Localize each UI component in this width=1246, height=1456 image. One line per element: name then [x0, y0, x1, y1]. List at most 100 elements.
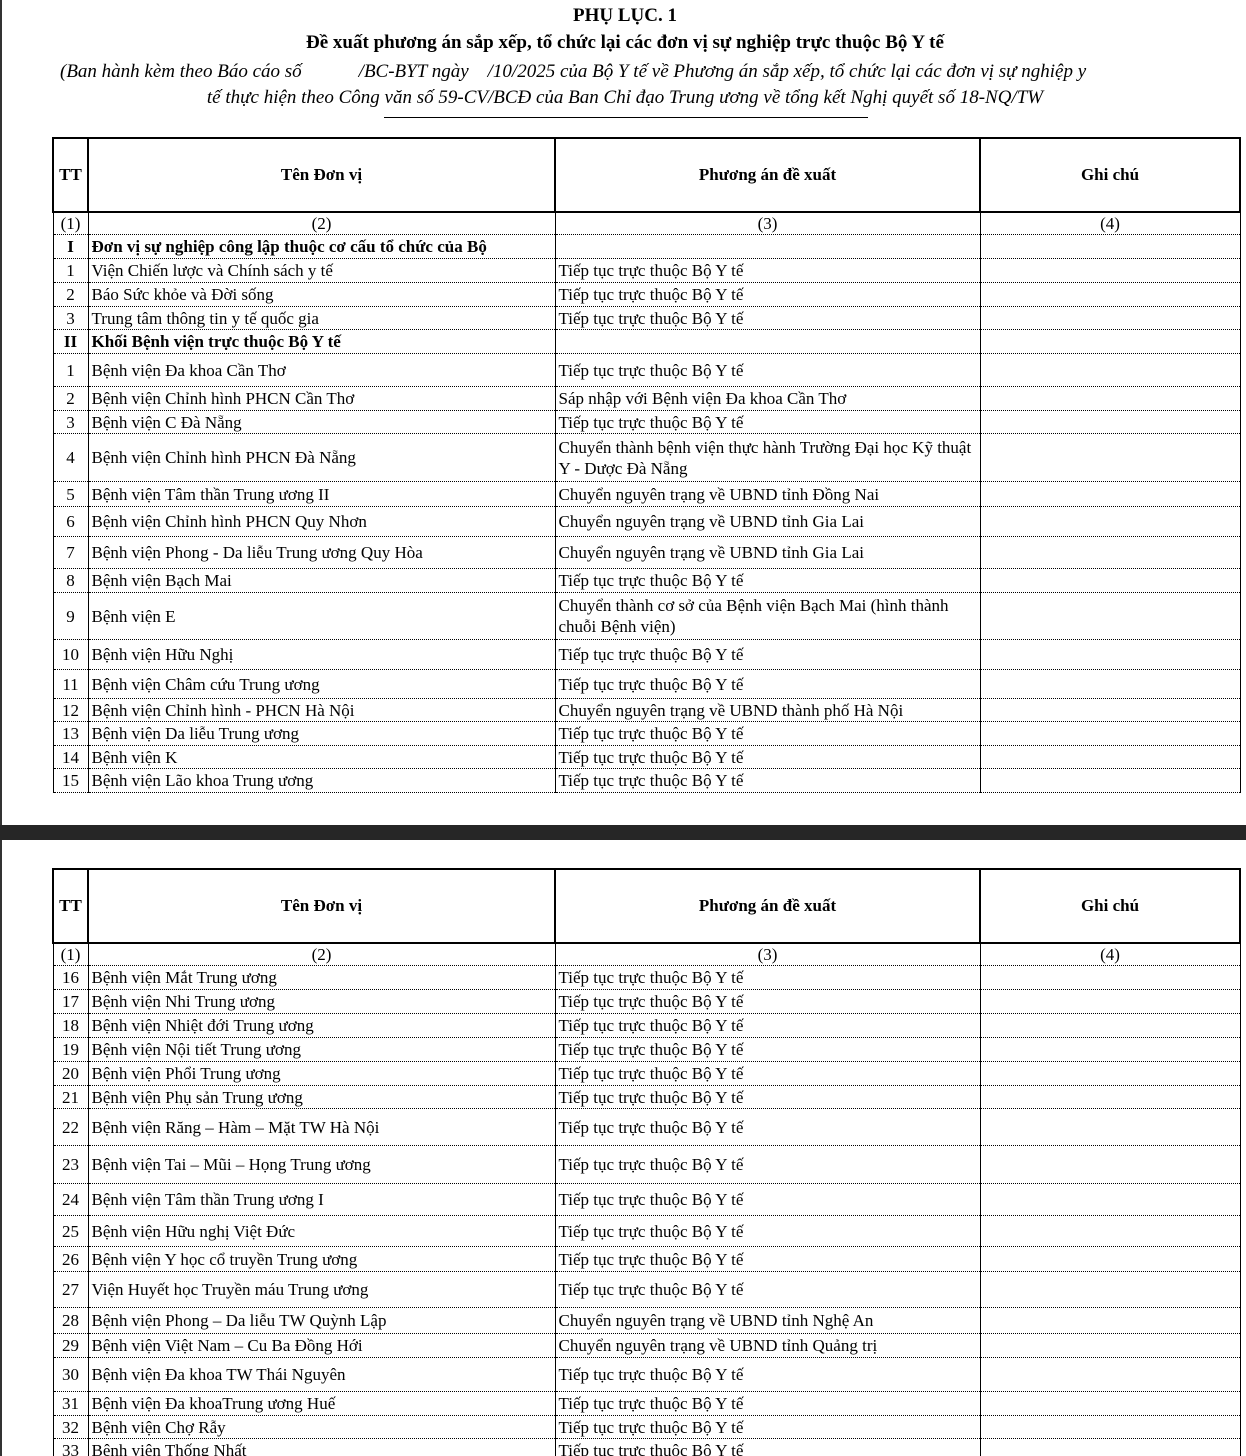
- note: [979, 1438, 1241, 1456]
- table-row: 10 Bệnh viện Hữu Nghị Tiếp tục trực thuộc …: [52, 639, 1241, 670]
- row-number: 16: [52, 965, 89, 990]
- proposal: Tiếp tục trực thuộc Bộ Y tế: [554, 1145, 981, 1184]
- unit-name: Bệnh viện Răng – Hàm – Mặt TW Hà Nội: [87, 1108, 556, 1146]
- note: [979, 282, 1241, 307]
- unit-name: Bệnh viện Đa khoa Cần Thơ: [87, 353, 556, 387]
- table-row: 25 Bệnh viện Hữu nghị Việt Đức Tiếp tục tr…: [52, 1215, 1241, 1247]
- proposal: Chuyển thành cơ sở của Bệnh viện Bạch Ma…: [554, 592, 981, 640]
- proposal: Chuyển nguyên trạng về UBND thành phố Hà…: [554, 698, 981, 722]
- unit-name: Bệnh viện Nhiệt đới Trung ương: [87, 1013, 556, 1038]
- unit-name: Bệnh viện C Đà Nẵng: [87, 410, 556, 434]
- row-number: I: [52, 234, 89, 259]
- note: [979, 306, 1241, 330]
- note: [979, 433, 1241, 482]
- table-row: 22 Bệnh viện Răng – Hàm – Mặt TW Hà Nội Ti…: [52, 1108, 1241, 1146]
- row-number: 14: [52, 745, 89, 769]
- proposal: Tiếp tục trực thuộc Bộ Y tế: [554, 1246, 981, 1272]
- table-row: 15 Bệnh viện Lão khoa Trung ương Tiếp tục …: [52, 768, 1241, 793]
- note: [979, 1271, 1241, 1308]
- row-number: II: [52, 329, 89, 354]
- note: [979, 410, 1241, 434]
- table-row: 20 Bệnh viện Phổi Trung ương Tiếp tục trực…: [52, 1061, 1241, 1086]
- table-row: 29 Bệnh viện Việt Nam – Cu Ba Đồng Hới Chu…: [52, 1333, 1241, 1358]
- proposal: Sáp nhập với Bệnh viện Đa khoa Cần Thơ: [554, 386, 981, 411]
- column-number: (1): [52, 942, 89, 966]
- unit-name: Viện Huyết học Truyền máu Trung ương: [87, 1271, 556, 1308]
- unit-name: Bệnh viện Châm cứu Trung ương: [87, 669, 556, 699]
- proposal: Tiếp tục trực thuộc Bộ Y tế: [554, 1183, 981, 1216]
- units-table-page2: TT Tên Đơn vị Phương án đề xuất Ghi chú (1)(…: [52, 868, 1241, 1456]
- column-header: TT: [52, 137, 89, 213]
- proposal: Tiếp tục trực thuộc Bộ Y tế: [554, 1415, 981, 1439]
- table-row: 27 Viện Huyết học Truyền máu Trung ương Ti…: [52, 1271, 1241, 1308]
- row-number: 26: [52, 1246, 89, 1272]
- proposal: Tiếp tục trực thuộc Bộ Y tế: [554, 1215, 981, 1247]
- note: [979, 536, 1241, 569]
- proposal: Tiếp tục trực thuộc Bộ Y tế: [554, 258, 981, 283]
- table-row: 3 Bệnh viện C Đà Nẵng Tiếp tục trực thuộc …: [52, 410, 1241, 434]
- proposal: Chuyển thành bệnh viện thực hành Trường …: [554, 433, 981, 482]
- row-number: 15: [52, 768, 89, 793]
- proposal: Tiếp tục trực thuộc Bộ Y tế: [554, 282, 981, 307]
- column-number-row: (1) (2) (3) (4): [52, 942, 1241, 966]
- unit-name: Bệnh viện Chỉnh hình - PHCN Hà Nội: [87, 698, 556, 722]
- note: [979, 1357, 1241, 1392]
- table-row: 16 Bệnh viện Mắt Trung ương Tiếp tục trực …: [52, 965, 1241, 990]
- unit-name: Bệnh viện Chợ Rẫy: [87, 1415, 556, 1439]
- unit-name: Đơn vị sự nghiệp công lập thuộc cơ cấu t…: [87, 234, 556, 259]
- unit-name: Bệnh viện Tâm thần Trung ương II: [87, 481, 556, 507]
- proposal: Tiếp tục trực thuộc Bộ Y tế: [554, 410, 981, 434]
- header-row: TT Tên Đơn vị Phương án đề xuất Ghi chú: [52, 868, 1241, 944]
- table-row: 8 Bệnh viện Bạch Mai Tiếp tục trực thuộc B…: [52, 568, 1241, 593]
- proposal: [554, 329, 981, 354]
- table-row: 2 Báo Sức khỏe và Đời sống Tiếp tục trực t…: [52, 282, 1241, 307]
- unit-name: Bệnh viện Phổi Trung ương: [87, 1061, 556, 1086]
- table-row: 12 Bệnh viện Chỉnh hình - PHCN Hà Nội Chuy…: [52, 698, 1241, 722]
- row-number: 24: [52, 1183, 89, 1216]
- unit-name: Bệnh viện Da liễu Trung ương: [87, 721, 556, 746]
- proposal: Tiếp tục trực thuộc Bộ Y tế: [554, 1085, 981, 1109]
- proposal: Chuyển nguyên trạng về UBND tỉnh Gia Lai: [554, 506, 981, 537]
- row-number: 6: [52, 506, 89, 537]
- table-row: 11 Bệnh viện Châm cứu Trung ương Tiếp tục …: [52, 669, 1241, 699]
- unit-name: Bệnh viện Chỉnh hình PHCN Quy Nhơn: [87, 506, 556, 537]
- note: [979, 745, 1241, 769]
- column-header: Tên Đơn vị: [87, 868, 556, 944]
- row-number: 1: [52, 353, 89, 387]
- table-row: 1 Bệnh viện Đa khoa Cần Thơ Tiếp tục trực …: [52, 353, 1241, 387]
- proposal: Tiếp tục trực thuộc Bộ Y tế: [554, 745, 981, 769]
- doc-title: PHỤ LỤC. 1: [573, 5, 677, 26]
- proposal: Tiếp tục trực thuộc Bộ Y tế: [554, 1271, 981, 1308]
- unit-name: Bệnh viện Chỉnh hình PHCN Đà Nẵng: [87, 433, 556, 482]
- unit-name: Bệnh viện Phong - Da liễu Trung ương Quy…: [87, 536, 556, 569]
- unit-name: Bệnh viện Tai – Mũi – Họng Trung ương: [87, 1145, 556, 1184]
- unit-name: Bệnh viện Mắt Trung ương: [87, 965, 556, 990]
- row-number: 21: [52, 1085, 89, 1109]
- table-row: 17 Bệnh viện Nhi Trung ương Tiếp tục trực …: [52, 989, 1241, 1014]
- note: [979, 1183, 1241, 1216]
- table-row: II Khối Bệnh viện trực thuộc Bộ Y tế: [52, 329, 1241, 354]
- proposal: Tiếp tục trực thuộc Bộ Y tế: [554, 1357, 981, 1392]
- table-row: 7 Bệnh viện Phong - Da liễu Trung ương Qu…: [52, 536, 1241, 569]
- row-number: 20: [52, 1061, 89, 1086]
- note: [979, 1391, 1241, 1416]
- table-row: 14 Bệnh viện K Tiếp tục trực thuộc Bộ Y tế: [52, 745, 1241, 769]
- row-number: 25: [52, 1215, 89, 1247]
- proposal: Tiếp tục trực thuộc Bộ Y tế: [554, 1037, 981, 1062]
- note: [979, 568, 1241, 593]
- table-row: 2 Bệnh viện Chỉnh hình PHCN Cần Thơ Sáp nh…: [52, 386, 1241, 411]
- column-number: (4): [979, 211, 1241, 235]
- unit-name: Bệnh viện Nhi Trung ương: [87, 989, 556, 1014]
- column-number-row: (1) (2) (3) (4): [52, 211, 1241, 235]
- column-number: (3): [554, 211, 981, 235]
- note: [979, 1013, 1241, 1038]
- column-header: Ghi chú: [979, 137, 1241, 213]
- table-row: 21 Bệnh viện Phụ sản Trung ương Tiếp tục t…: [52, 1085, 1241, 1109]
- table-row: 5 Bệnh viện Tâm thần Trung ương II Chuyển …: [52, 481, 1241, 507]
- proposal: Chuyển nguyên trạng về UBND tỉnh Quảng t…: [554, 1333, 981, 1358]
- unit-name: Bệnh viện Hữu Nghị: [87, 639, 556, 670]
- column-header: Tên Đơn vị: [87, 137, 556, 213]
- row-number: 18: [52, 1013, 89, 1038]
- note: [979, 965, 1241, 990]
- table-row: 31 Bệnh viện Đa khoaTrung ương Huế Tiếp tụ…: [52, 1391, 1241, 1416]
